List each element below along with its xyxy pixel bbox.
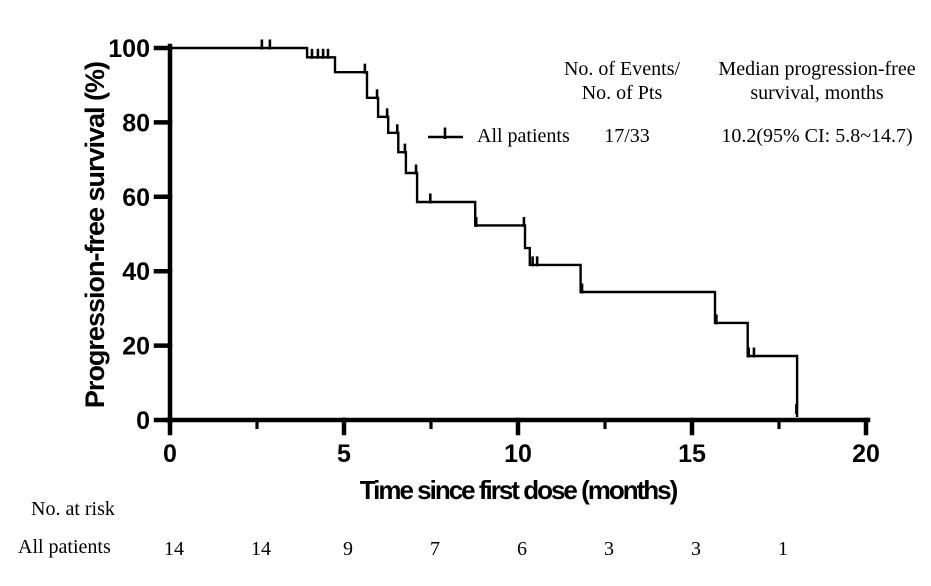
at-risk-count: 14	[164, 538, 184, 560]
at-risk-count: 14	[251, 538, 271, 560]
x-axis-title: Time since first dose (months)	[359, 475, 679, 505]
y-tick-label: 100	[108, 35, 150, 63]
at-risk-count: 7	[430, 538, 440, 560]
y-tick-label: 20	[122, 333, 150, 361]
risk-table-row-label: All patients	[18, 536, 111, 558]
at-risk-count: 3	[604, 538, 614, 560]
x-tick-label: 0	[163, 440, 177, 468]
x-tick-label: 15	[678, 440, 706, 468]
legend-events-header-line1: No. of Events/	[563, 58, 681, 80]
y-tick-label: 60	[122, 184, 150, 212]
at-risk-count: 1	[778, 538, 788, 560]
legend-events-value: 17/33	[604, 125, 650, 147]
x-tick-label: 20	[852, 440, 880, 468]
legend-median-header-line2: survival, months	[750, 82, 884, 104]
y-axis-title: Progression-free survival (%)	[80, 61, 110, 409]
legend-median-header-line1: Median progression-free	[718, 58, 916, 80]
at-risk-count: 9	[343, 538, 353, 560]
x-tick-label: 5	[337, 440, 351, 468]
y-tick-label: 0	[136, 407, 150, 435]
at-risk-count: 3	[691, 538, 701, 560]
legend-median-value: 10.2(95% CI: 5.8~14.7)	[721, 125, 913, 147]
at-risk-count: 6	[517, 538, 527, 560]
legend-series-label: All patients	[477, 125, 570, 147]
legend-events-header-line2: No. of Pts	[581, 82, 663, 104]
x-tick-label: 10	[504, 440, 532, 468]
y-tick-label: 80	[122, 109, 150, 137]
y-tick-label: 40	[122, 258, 150, 286]
risk-table-title: No. at risk	[31, 498, 115, 520]
